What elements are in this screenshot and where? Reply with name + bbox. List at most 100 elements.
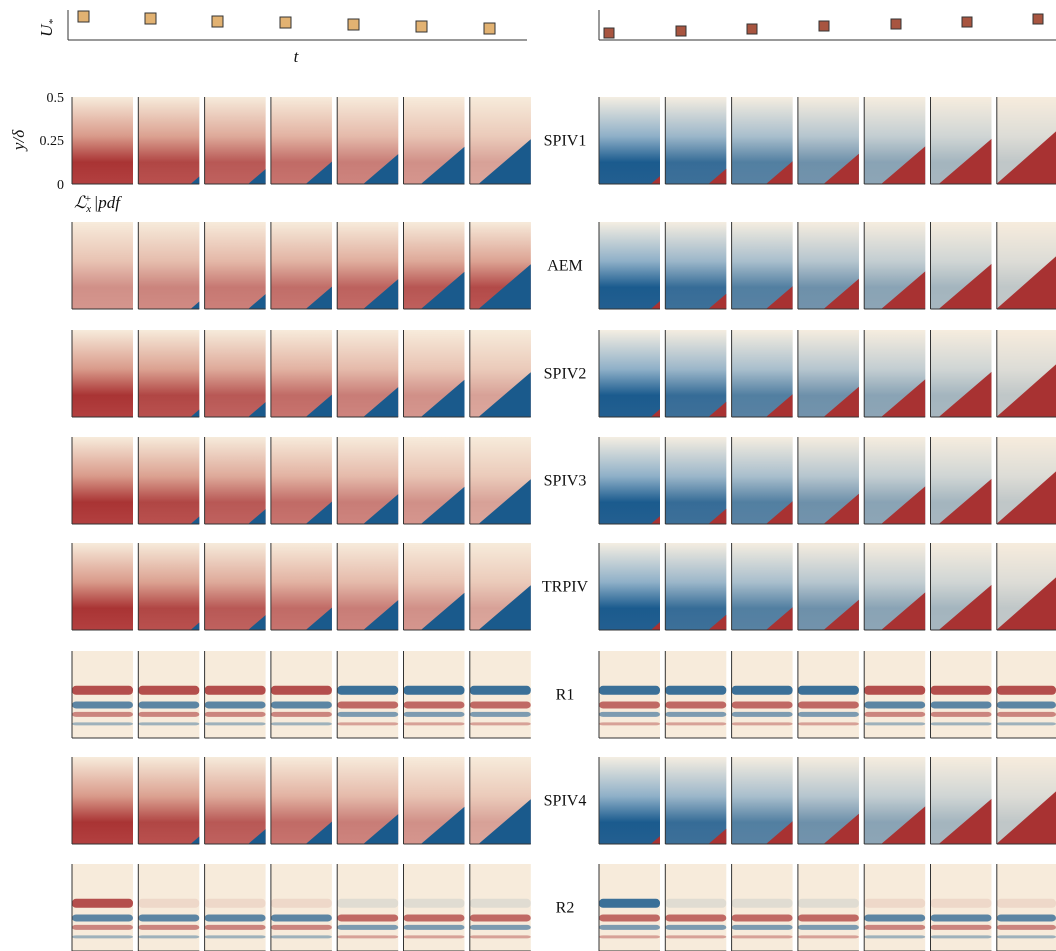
fade	[665, 543, 727, 630]
marker	[746, 23, 758, 35]
panel	[469, 97, 531, 185]
panel	[797, 651, 859, 739]
wedge	[823, 813, 859, 844]
stripe	[469, 722, 531, 726]
fade	[731, 543, 793, 630]
panel	[204, 864, 266, 951]
panel	[797, 864, 859, 951]
panel	[469, 330, 531, 418]
panel	[731, 97, 793, 185]
panel	[71, 651, 133, 739]
field	[72, 437, 133, 524]
field	[270, 97, 332, 184]
panel	[336, 757, 399, 845]
stripe	[204, 722, 266, 726]
stripe	[930, 711, 992, 717]
marker	[77, 10, 90, 23]
wedge	[305, 607, 332, 630]
wedge	[305, 286, 332, 309]
stripe	[731, 924, 793, 930]
marker	[415, 20, 428, 33]
panel	[664, 97, 727, 185]
stripe	[270, 685, 332, 695]
panel	[996, 97, 1056, 185]
marker	[603, 27, 615, 39]
stripe	[138, 914, 200, 922]
panel	[930, 222, 992, 310]
marker	[279, 16, 292, 29]
stripe	[138, 924, 200, 930]
panel	[863, 97, 926, 185]
wedge	[708, 508, 727, 524]
stripe	[72, 914, 133, 922]
stripe	[996, 914, 1056, 922]
panel	[598, 437, 660, 525]
panel	[731, 651, 793, 739]
fade	[270, 222, 332, 309]
panel	[996, 437, 1056, 525]
wedge	[478, 372, 531, 417]
fade	[204, 757, 266, 844]
panel	[930, 437, 992, 525]
stripe	[270, 711, 332, 717]
stripe	[731, 722, 793, 726]
stripe	[403, 711, 465, 717]
wedge	[708, 168, 727, 184]
wedge	[420, 592, 465, 630]
panel	[403, 437, 465, 525]
stripe	[930, 914, 992, 922]
panel	[863, 222, 926, 310]
field	[731, 437, 793, 524]
wedge	[766, 286, 793, 309]
stripe	[138, 722, 200, 726]
marker	[347, 18, 360, 31]
wedge	[881, 592, 926, 630]
panel	[797, 543, 859, 631]
wedge	[363, 814, 399, 844]
top-y-label: U*	[37, 19, 59, 37]
panel	[731, 222, 793, 310]
wedge	[190, 176, 200, 184]
top-strip-right	[598, 10, 1056, 41]
field	[138, 222, 200, 309]
stripe	[138, 898, 200, 908]
panel	[403, 222, 465, 310]
field	[204, 222, 266, 309]
stripe	[337, 711, 399, 717]
panel-y-label: y/δ	[9, 129, 28, 152]
wedge	[996, 471, 1056, 524]
stripe	[469, 685, 531, 695]
wedge	[190, 301, 200, 309]
fade	[204, 437, 266, 524]
stripe	[138, 711, 200, 717]
wedge	[248, 169, 266, 184]
stripe	[599, 722, 660, 726]
stripe	[731, 914, 793, 922]
field	[270, 437, 332, 524]
stripe	[204, 685, 266, 695]
field	[599, 97, 660, 184]
stripe	[72, 935, 133, 939]
field	[665, 222, 727, 309]
stripe	[469, 898, 531, 908]
stripe	[996, 685, 1056, 695]
field	[270, 330, 332, 417]
panel	[204, 437, 266, 525]
marker	[211, 15, 224, 28]
stripe	[996, 701, 1056, 709]
top-x-label: t	[294, 47, 300, 66]
stripe	[797, 701, 859, 709]
stripe	[469, 924, 531, 930]
stripe	[138, 685, 200, 695]
fade	[665, 330, 727, 417]
field	[270, 543, 332, 630]
panel-bg	[864, 864, 926, 951]
wedge	[823, 493, 859, 524]
wedge	[996, 131, 1056, 184]
stripe	[797, 898, 859, 908]
stripe	[599, 685, 660, 695]
wedge	[766, 501, 793, 524]
panel	[469, 864, 531, 951]
row-label: SPIV3	[544, 473, 587, 490]
stripe	[864, 711, 926, 717]
